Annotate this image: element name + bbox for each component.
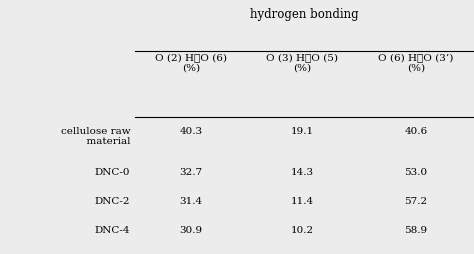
Text: hydrogen bonding: hydrogen bonding xyxy=(250,8,359,21)
Text: 14.3: 14.3 xyxy=(291,168,314,177)
Text: 10.2: 10.2 xyxy=(291,226,314,235)
Text: 40.6: 40.6 xyxy=(404,127,428,136)
Text: 40.3: 40.3 xyxy=(179,127,202,136)
Text: 11.4: 11.4 xyxy=(291,197,314,206)
Text: DNC-0: DNC-0 xyxy=(95,168,130,177)
Text: cellulose raw
  material: cellulose raw material xyxy=(61,127,130,146)
Text: O (6) H⋯O (3’)
(%): O (6) H⋯O (3’) (%) xyxy=(378,53,454,73)
Text: DNC-2: DNC-2 xyxy=(95,197,130,206)
Text: 58.9: 58.9 xyxy=(404,226,428,235)
Text: O (2) H⋯O (6)
(%): O (2) H⋯O (6) (%) xyxy=(155,53,227,73)
Text: DNC-4: DNC-4 xyxy=(95,226,130,235)
Text: O (3) H⋯O (5)
(%): O (3) H⋯O (5) (%) xyxy=(266,53,338,73)
Text: 30.9: 30.9 xyxy=(179,226,202,235)
Text: 57.2: 57.2 xyxy=(404,197,428,206)
Text: 53.0: 53.0 xyxy=(404,168,428,177)
Text: 31.4: 31.4 xyxy=(179,197,202,206)
Text: 32.7: 32.7 xyxy=(179,168,202,177)
Text: 19.1: 19.1 xyxy=(291,127,314,136)
